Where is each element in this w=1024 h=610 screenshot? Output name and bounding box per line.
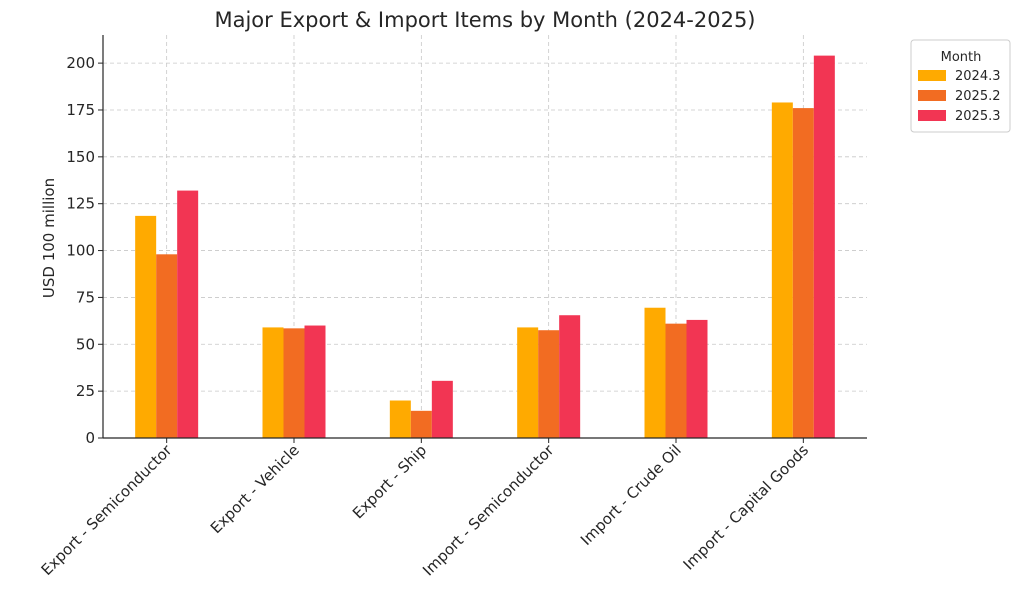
x-tick-label: Export - Semiconductor bbox=[38, 441, 176, 579]
bar bbox=[771, 102, 793, 439]
bar bbox=[262, 327, 284, 438]
bar bbox=[177, 190, 199, 438]
legend-label: 2024.3 bbox=[955, 69, 1001, 84]
bar bbox=[517, 327, 539, 438]
y-tick-label: 125 bbox=[66, 195, 95, 213]
y-tick-label: 200 bbox=[66, 54, 95, 72]
bar bbox=[283, 328, 305, 438]
legend-label: 2025.3 bbox=[955, 109, 1001, 124]
bar bbox=[304, 325, 326, 438]
legend-swatch bbox=[918, 90, 946, 101]
x-tick-label: Import - Semiconductor bbox=[419, 441, 558, 580]
bar bbox=[431, 380, 453, 438]
legend-title: Month bbox=[941, 50, 982, 65]
bar bbox=[538, 330, 560, 438]
bar bbox=[135, 215, 157, 438]
y-tick-label: 100 bbox=[66, 242, 95, 260]
bar bbox=[389, 400, 411, 438]
x-tick-label: Import - Crude Oil bbox=[577, 441, 685, 549]
y-tick-label: 0 bbox=[85, 429, 95, 447]
bar bbox=[665, 323, 687, 438]
y-tick-label: 50 bbox=[76, 335, 95, 353]
x-tick-label: Export - Ship bbox=[349, 441, 430, 522]
x-tick-label: Export - Vehicle bbox=[207, 441, 303, 537]
y-tick-label: 150 bbox=[66, 148, 95, 166]
bar bbox=[156, 254, 178, 438]
bars bbox=[135, 55, 835, 439]
bar bbox=[686, 319, 708, 438]
legend-label: 2025.2 bbox=[955, 89, 1001, 104]
legend-frame bbox=[910, 39, 1011, 133]
legend-swatch bbox=[918, 110, 946, 121]
y-tick-label: 75 bbox=[76, 288, 95, 306]
bar bbox=[410, 410, 432, 438]
bar bbox=[559, 315, 581, 438]
bar bbox=[813, 55, 835, 439]
bar bbox=[644, 307, 666, 438]
y-tick-label: 25 bbox=[76, 382, 95, 400]
y-axis-label: USD 100 million bbox=[40, 178, 58, 298]
legend: Month 2024.3 2025.2 2025.3 bbox=[910, 39, 1011, 133]
legend-swatch bbox=[918, 70, 946, 81]
grid bbox=[103, 35, 867, 439]
y-tick-label: 175 bbox=[66, 101, 95, 119]
chart-title: Major Export & Import Items by Month (20… bbox=[214, 8, 755, 32]
x-tick-label: Import - Capital Goods bbox=[680, 441, 813, 574]
bar bbox=[792, 108, 814, 438]
